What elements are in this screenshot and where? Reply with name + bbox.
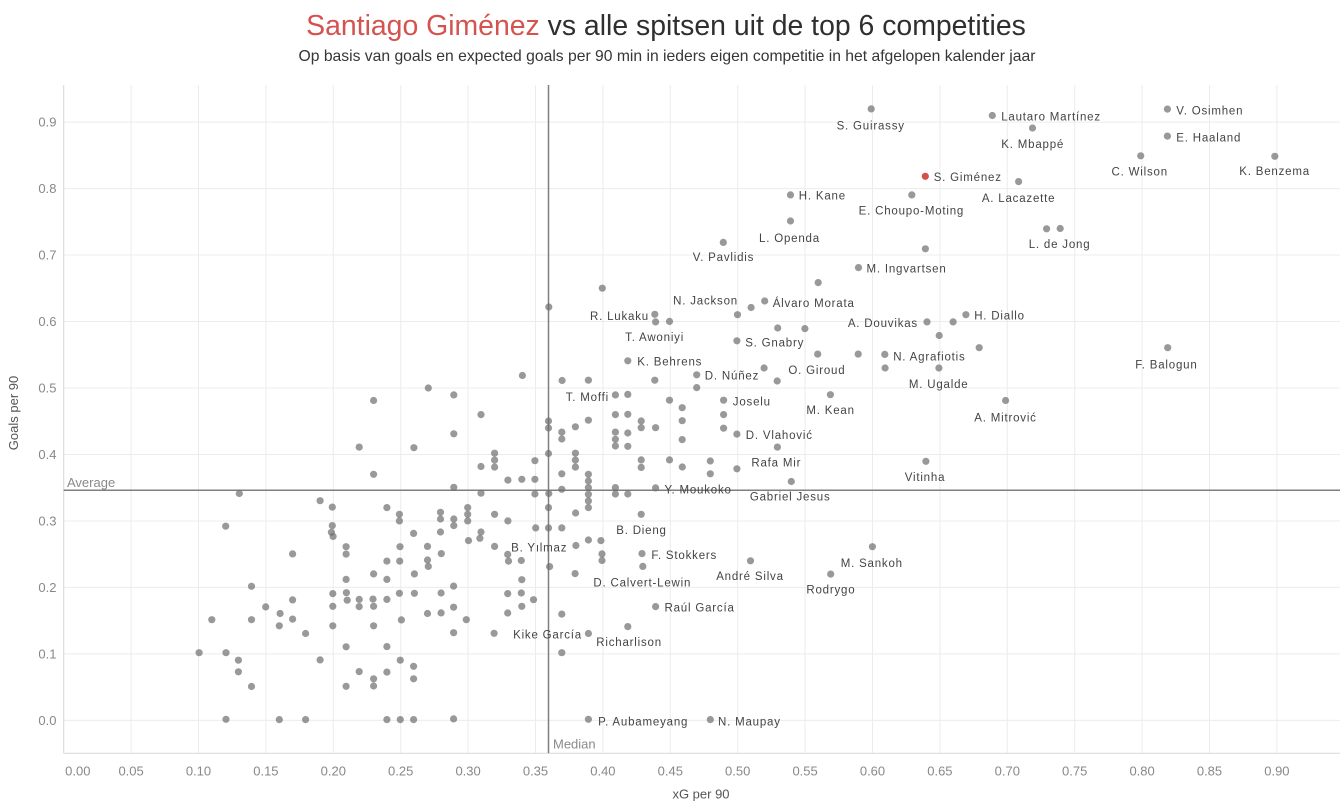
svg-text:Raúl García: Raúl García — [665, 603, 735, 615]
svg-text:0.9: 0.9 — [38, 115, 56, 130]
svg-text:0.25: 0.25 — [388, 764, 413, 779]
svg-text:E. Choupo-Moting: E. Choupo-Moting — [859, 206, 965, 218]
svg-text:N. Agrafiotis: N. Agrafiotis — [893, 351, 965, 363]
svg-text:A. Lacazette: A. Lacazette — [982, 193, 1056, 205]
svg-text:0.05: 0.05 — [118, 764, 143, 779]
svg-text:Average: Average — [67, 475, 115, 490]
svg-text:A. Mitrović: A. Mitrović — [974, 412, 1036, 424]
svg-text:0.5: 0.5 — [38, 381, 56, 396]
svg-text:0.1: 0.1 — [38, 647, 56, 662]
svg-text:F. Balogun: F. Balogun — [1135, 359, 1197, 371]
svg-text:André Silva: André Silva — [716, 571, 784, 583]
svg-text:K. Benzema: K. Benzema — [1239, 166, 1310, 178]
svg-text:0.4: 0.4 — [38, 447, 56, 462]
svg-text:Richarlison: Richarlison — [596, 637, 662, 649]
svg-text:0.3: 0.3 — [38, 514, 56, 529]
svg-text:0.45: 0.45 — [658, 764, 683, 779]
svg-text:S. Giménez: S. Giménez — [934, 172, 1002, 184]
svg-text:Y. Moukoko: Y. Moukoko — [665, 485, 732, 497]
svg-text:0.30: 0.30 — [455, 764, 480, 779]
svg-text:V. Pavlidis: V. Pavlidis — [693, 252, 754, 264]
svg-text:0.0: 0.0 — [38, 713, 56, 728]
svg-text:0.6: 0.6 — [38, 314, 56, 329]
svg-text:Median: Median — [553, 737, 596, 752]
svg-text:N. Maupay: N. Maupay — [718, 717, 781, 729]
svg-text:B. Yılmaz: B. Yılmaz — [511, 543, 567, 555]
svg-text:0.8: 0.8 — [38, 181, 56, 196]
svg-text:M. Ingvartsen: M. Ingvartsen — [867, 263, 947, 275]
svg-text:0.75: 0.75 — [1062, 764, 1087, 779]
svg-text:Kike García: Kike García — [513, 629, 582, 641]
svg-text:0.35: 0.35 — [523, 764, 548, 779]
svg-text:0.70: 0.70 — [995, 764, 1020, 779]
svg-text:0.40: 0.40 — [590, 764, 615, 779]
svg-text:L. de Jong: L. de Jong — [1029, 239, 1091, 251]
svg-text:L. Openda: L. Openda — [759, 233, 820, 245]
svg-text:H. Diallo: H. Diallo — [974, 311, 1025, 323]
svg-text:E. Haaland: E. Haaland — [1176, 133, 1241, 145]
svg-text:F. Stokkers: F. Stokkers — [651, 550, 717, 562]
svg-text:O. Giroud: O. Giroud — [788, 365, 845, 377]
svg-text:Santiago Giménez vs alle spits: Santiago Giménez vs alle spitsen uit de … — [306, 10, 1026, 42]
svg-text:Goals per 90: Goals per 90 — [6, 376, 21, 450]
svg-text:D. Calvert-Lewin: D. Calvert-Lewin — [593, 578, 691, 590]
svg-text:Joselu: Joselu — [733, 397, 771, 409]
svg-text:0.2: 0.2 — [38, 580, 56, 595]
svg-text:0.55: 0.55 — [792, 764, 817, 779]
svg-text:S. Guirassy: S. Guirassy — [837, 121, 905, 133]
svg-text:Rafa Mir: Rafa Mir — [751, 457, 801, 469]
svg-text:P. Aubameyang: P. Aubameyang — [598, 717, 688, 729]
svg-text:Rodrygo: Rodrygo — [806, 584, 855, 596]
svg-text:R. Lukaku: R. Lukaku — [590, 311, 649, 323]
svg-text:0.15: 0.15 — [253, 764, 278, 779]
svg-text:0.00: 0.00 — [65, 764, 90, 779]
svg-text:0.10: 0.10 — [186, 764, 211, 779]
svg-text:T. Awoniyi: T. Awoniyi — [625, 332, 684, 344]
svg-text:M. Sankoh: M. Sankoh — [841, 558, 903, 570]
svg-text:N. Jackson: N. Jackson — [673, 295, 738, 307]
svg-text:K. Mbappé: K. Mbappé — [1001, 139, 1064, 151]
svg-text:xG per 90: xG per 90 — [672, 787, 729, 802]
svg-text:0.7: 0.7 — [38, 248, 56, 263]
svg-text:0.50: 0.50 — [725, 764, 750, 779]
svg-text:0.20: 0.20 — [321, 764, 346, 779]
svg-text:D. Vlahović: D. Vlahović — [746, 430, 813, 442]
svg-text:H. Kane: H. Kane — [799, 191, 846, 203]
svg-text:C. Wilson: C. Wilson — [1111, 166, 1167, 178]
svg-text:T. Moffi: T. Moffi — [566, 392, 609, 404]
svg-text:D. Núñez: D. Núñez — [705, 371, 759, 383]
svg-text:B. Dieng: B. Dieng — [616, 525, 667, 537]
svg-text:0.90: 0.90 — [1264, 764, 1289, 779]
svg-text:A. Douvikas: A. Douvikas — [848, 318, 918, 330]
svg-text:0.80: 0.80 — [1129, 764, 1154, 779]
svg-text:0.85: 0.85 — [1197, 764, 1222, 779]
svg-text:V. Osimhen: V. Osimhen — [1176, 106, 1243, 118]
svg-text:M. Ugalde: M. Ugalde — [909, 379, 969, 391]
svg-text:0.60: 0.60 — [860, 764, 885, 779]
svg-text:S. Gnabry: S. Gnabry — [745, 337, 804, 349]
svg-text:Álvaro Morata: Álvaro Morata — [773, 297, 855, 310]
svg-text:0.65: 0.65 — [927, 764, 952, 779]
svg-text:Op basis van goals en expected: Op basis van goals en expected goals per… — [299, 48, 1036, 65]
svg-text:M. Kean: M. Kean — [806, 405, 854, 417]
svg-text:K. Behrens: K. Behrens — [637, 356, 702, 368]
svg-text:Gabriel Jesus: Gabriel Jesus — [750, 492, 831, 504]
svg-text:Vitinha: Vitinha — [905, 472, 946, 484]
svg-text:Lautaro Martínez: Lautaro Martínez — [1001, 111, 1101, 123]
